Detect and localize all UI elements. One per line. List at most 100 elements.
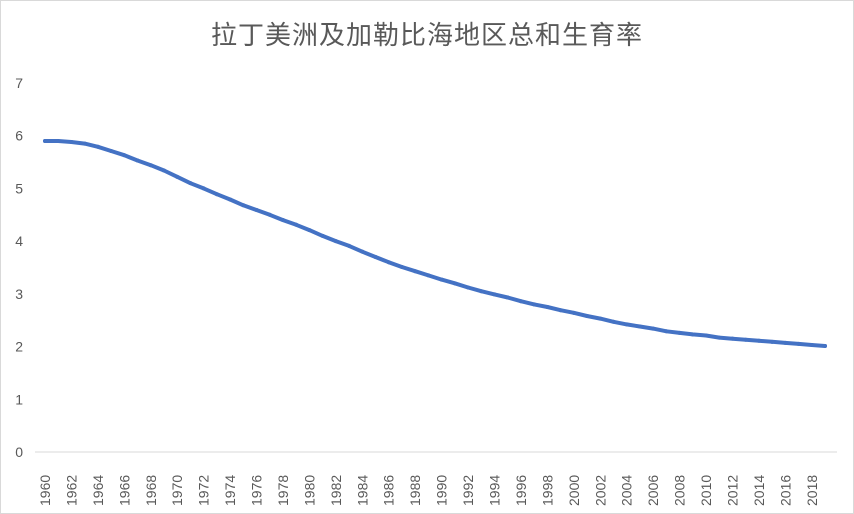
x-tick-label: 2010 [698,475,714,506]
data-point [823,344,827,349]
data-point [651,326,656,331]
y-tick-label: 5 [15,180,23,196]
y-tick-label: 6 [15,128,23,144]
x-tick-label: 1976 [249,475,265,506]
data-point [175,174,180,179]
x-tick-label: 1996 [513,475,529,506]
data-point [386,260,391,265]
data-point [333,239,338,244]
data-point [228,197,233,202]
data-point [664,329,669,334]
data-point [756,338,761,343]
data-point [717,335,722,340]
data-point [690,332,695,337]
data-point [320,233,325,238]
x-tick-label: 1986 [381,475,397,506]
data-point [347,243,352,248]
data-point [796,341,801,346]
chart-title: 拉丁美洲及加勒比海地区总和生育率 [210,21,643,51]
data-point [148,163,153,168]
data-point [545,305,550,310]
x-tick-label: 1994 [486,475,502,506]
x-tick-label: 2004 [619,475,635,506]
data-point [585,313,590,318]
x-tick-label: 1998 [539,475,555,506]
data-point [280,218,285,223]
data-point [201,186,206,191]
data-point [598,316,603,321]
x-tick-label: 1984 [354,475,370,506]
x-tick-label: 2016 [777,475,793,506]
x-tick-label: 1978 [275,475,291,506]
y-tick-label: 0 [15,444,23,460]
x-tick-label: 1982 [328,475,344,506]
data-point [241,203,246,208]
data-point [122,153,127,158]
data-point [532,302,537,307]
data-point [214,192,219,197]
data-point [611,319,616,324]
data-point [294,222,299,227]
data-point [69,140,74,145]
y-tick-label: 7 [15,75,23,91]
data-point [254,208,259,213]
x-tick-label: 2018 [804,475,820,506]
data-point [466,285,471,290]
x-tick-label: 1980 [301,475,317,506]
x-tick-label: 2000 [566,475,582,506]
data-point [492,292,497,297]
data-point [809,342,814,347]
data-point [135,158,140,163]
x-tick-label: 1988 [407,475,423,506]
x-tick-label: 1960 [37,475,53,506]
x-axis-tick-labels: 1960 1962 1964 1966 1968 1970 1972 1974 1976 1978… [37,475,820,506]
x-tick-label: 1972 [196,475,212,506]
data-point [479,289,484,294]
x-tick-label: 2006 [645,475,661,506]
data-point [426,273,431,278]
data-point [360,249,365,254]
data-point [188,181,193,186]
data-points [43,138,827,349]
data-point [43,138,47,143]
data-point [413,269,418,274]
x-tick-label: 1966 [116,475,132,506]
data-point [571,310,576,315]
x-tick-label: 1992 [460,475,476,506]
data-point [267,212,272,217]
x-tick-label: 2012 [724,475,740,506]
data-point [109,149,114,154]
data-point [399,264,404,269]
data-point [624,322,629,327]
data-point [783,340,788,345]
x-tick-label: 2002 [592,475,608,506]
data-point [505,295,510,300]
data-point [558,308,563,313]
data-point [56,138,61,143]
x-tick-label: 1962 [63,475,79,506]
data-point [307,228,312,233]
data-point [373,254,378,259]
y-tick-label: 2 [15,339,23,355]
y-tick-label: 1 [15,391,23,407]
y-tick-label: 3 [15,286,23,302]
data-point [637,324,642,329]
x-tick-label: 1990 [434,475,450,506]
x-tick-label: 1970 [169,475,185,506]
series-line [43,139,827,348]
data-point [743,337,748,342]
data-point [518,299,523,304]
x-tick-label: 2014 [751,475,767,506]
x-tick-label: 1974 [222,475,238,506]
x-tick-label: 1964 [90,475,106,506]
x-tick-label: 1968 [143,475,159,506]
y-axis-tick-labels: 0 1 2 3 4 5 6 7 [15,75,23,460]
data-point [439,277,444,282]
y-tick-label: 4 [15,233,23,249]
data-point [161,168,166,173]
x-tick-label: 2008 [672,475,688,506]
data-point [452,281,457,286]
data-point [770,339,775,344]
data-point [677,330,682,335]
data-point [95,144,100,149]
